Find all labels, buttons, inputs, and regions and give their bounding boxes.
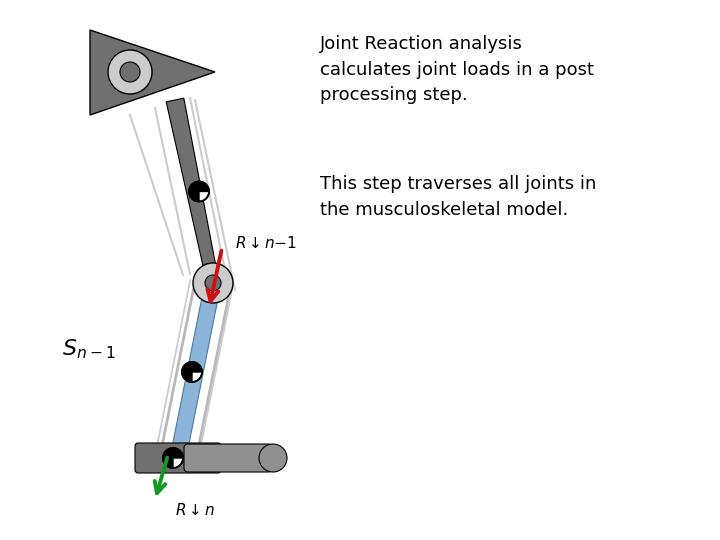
Polygon shape xyxy=(182,362,192,382)
Circle shape xyxy=(120,62,140,82)
Text: $S_{n-1}$: $S_{n-1}$ xyxy=(62,337,115,361)
Circle shape xyxy=(193,263,233,303)
Polygon shape xyxy=(199,181,209,192)
Text: This step traverses all joints in
the musculoskeletal model.: This step traverses all joints in the mu… xyxy=(320,175,596,219)
Polygon shape xyxy=(170,281,221,460)
Text: Joint Reaction analysis
calculates joint loads in a post
processing step.: Joint Reaction analysis calculates joint… xyxy=(320,35,594,104)
Text: $R \downarrow n$: $R \downarrow n$ xyxy=(175,502,215,518)
Circle shape xyxy=(205,275,221,291)
Circle shape xyxy=(108,50,152,94)
Polygon shape xyxy=(90,30,215,115)
Polygon shape xyxy=(166,98,219,284)
Polygon shape xyxy=(189,181,199,201)
Text: $R \downarrow n{-}1$: $R \downarrow n{-}1$ xyxy=(235,235,297,251)
Circle shape xyxy=(189,181,209,201)
Circle shape xyxy=(182,362,202,382)
Polygon shape xyxy=(192,362,202,372)
FancyBboxPatch shape xyxy=(184,444,272,472)
FancyBboxPatch shape xyxy=(135,443,221,473)
Polygon shape xyxy=(163,448,173,468)
Circle shape xyxy=(163,448,183,468)
Circle shape xyxy=(259,444,287,472)
Polygon shape xyxy=(173,448,183,458)
